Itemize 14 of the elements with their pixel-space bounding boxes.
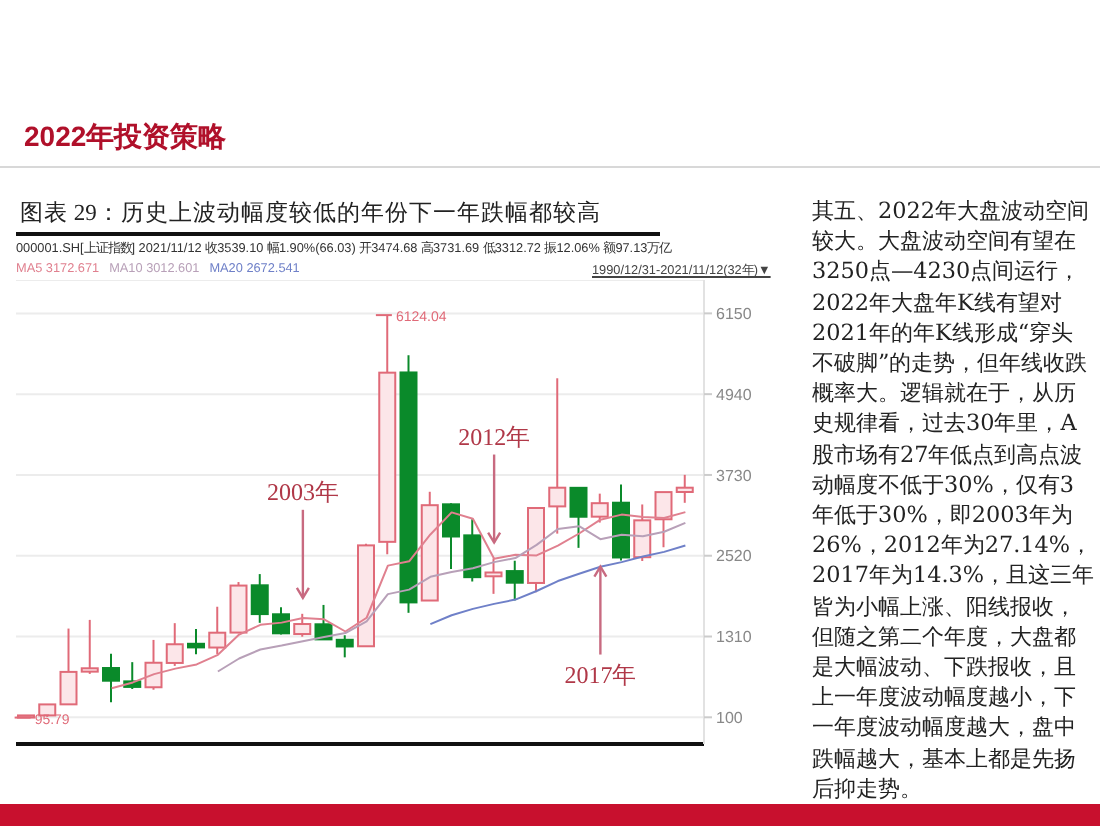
y-tick-label: 4940 xyxy=(716,385,753,404)
annotation: 2012年 xyxy=(458,422,531,451)
y-tick-label: 3730 xyxy=(716,466,753,485)
candlestick xyxy=(548,377,567,535)
annotation: 2003年 xyxy=(266,477,339,506)
y-tick-label: 1310 xyxy=(716,628,753,647)
text: 其五、2022年大盘波动空间较大。大盘波动空间有望在3250点—4230点间运行，2022年大盘年K线有望对2021年的年K线形成“穿头不破脚”的走势，但年线收跌概率大。逻辑就在于，从历史规律看，过去30年里，A股市场有27年低点到高点波动幅度不低于30%，仅有3年低于30%，即2003年为26%，2012年为27.14%，2017年为14.3%，且这三年皆为小幅上涨、阳线报收，但随之第二个年度，大盘都是大幅波动、下跌报收，且上一年度波动幅度越小，下一年度波动幅度越大，盘中跌幅越大，基本上都是先扬后抑走势。 xyxy=(812,198,1095,802)
y-tick-label: 2520 xyxy=(716,547,753,566)
candlestick xyxy=(399,354,418,614)
annotation: 2017年 xyxy=(564,660,637,689)
y-tick-label: 6150 xyxy=(716,305,753,324)
y-tick-label: 100 xyxy=(716,708,744,727)
chart-title: 图表 29：历史上波动幅度较低的年份下一年跌幅都较高 xyxy=(20,198,601,228)
text: 2022年投资策略 xyxy=(24,120,227,156)
